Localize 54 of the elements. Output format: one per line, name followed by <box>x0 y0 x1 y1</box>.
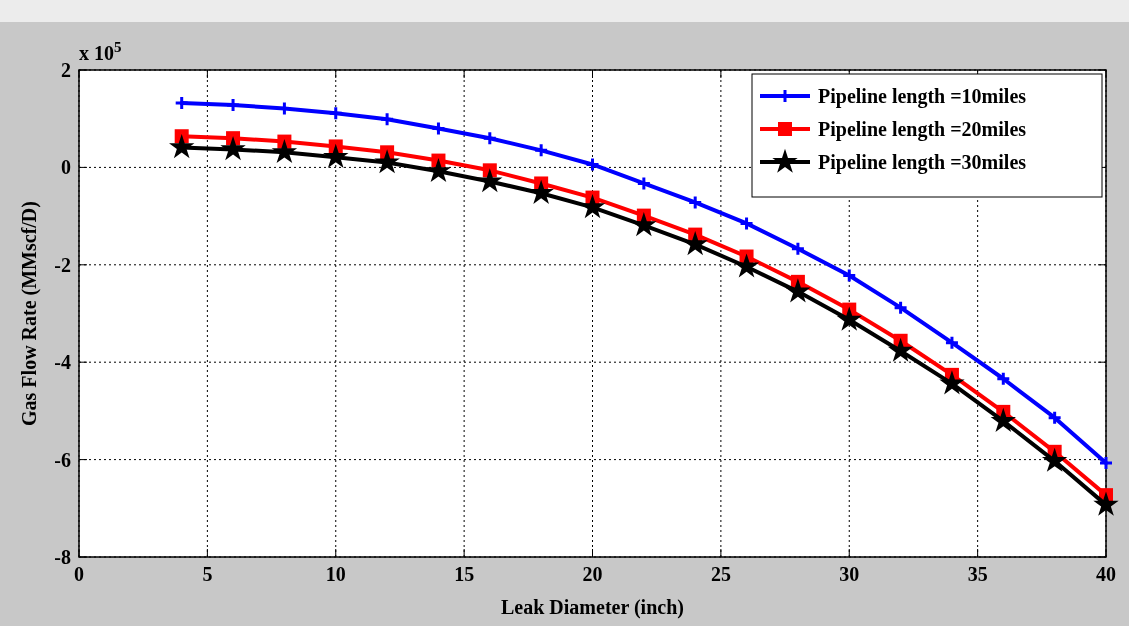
x-tick-label: 40 <box>1096 563 1116 585</box>
point <box>785 278 811 303</box>
point <box>328 105 344 121</box>
x-tick-label: 5 <box>202 563 213 585</box>
y-tick-label: -8 <box>54 546 71 568</box>
x-axis-title: Leak Diameter (inch) <box>501 596 684 619</box>
point <box>944 335 960 351</box>
point <box>477 168 503 193</box>
point <box>425 157 452 183</box>
y-tick-label: -6 <box>54 448 71 471</box>
point <box>430 120 446 136</box>
point <box>220 136 246 161</box>
y-axis-title: Gas Flow Rate (MMscf/D) <box>18 201 41 426</box>
point <box>1093 491 1119 516</box>
x-tick-label: 10 <box>325 563 346 585</box>
point <box>174 95 190 111</box>
x-tick-label: 25 <box>710 563 731 585</box>
x-tick-label: 35 <box>967 563 988 585</box>
point <box>733 253 760 278</box>
point <box>990 407 1016 432</box>
legend-label: Pipeline length =20miles <box>818 118 1027 141</box>
point <box>225 97 241 113</box>
point <box>1098 455 1114 471</box>
point <box>1041 447 1068 472</box>
y-tick-label: -2 <box>54 253 71 276</box>
point <box>841 268 857 284</box>
point <box>995 371 1011 387</box>
point <box>1047 410 1063 426</box>
point <box>887 337 914 362</box>
point <box>374 149 400 174</box>
point <box>939 370 965 395</box>
point <box>271 138 298 164</box>
y-tick-label: 2 <box>61 59 71 81</box>
point <box>687 194 703 210</box>
x-tick-label: 15 <box>454 563 475 585</box>
x-tick-label: 20 <box>582 563 603 585</box>
point <box>379 111 395 127</box>
point <box>482 130 498 146</box>
point <box>790 241 806 257</box>
point <box>169 134 195 159</box>
point <box>636 175 652 191</box>
point <box>585 156 600 172</box>
legend-label: Pipeline length =10miles <box>818 85 1027 108</box>
x-tick-label: 30 <box>839 563 860 585</box>
point <box>533 142 549 158</box>
legend-label: Pipeline length =30miles <box>818 151 1027 174</box>
y-tick-label: 0 <box>61 156 71 179</box>
point <box>893 300 909 316</box>
point <box>682 231 708 256</box>
text: x 10$^{5}$ <box>79 39 122 64</box>
point <box>323 143 349 168</box>
point <box>739 215 755 231</box>
point <box>836 306 862 331</box>
y-tick-label: -4 <box>54 351 71 374</box>
